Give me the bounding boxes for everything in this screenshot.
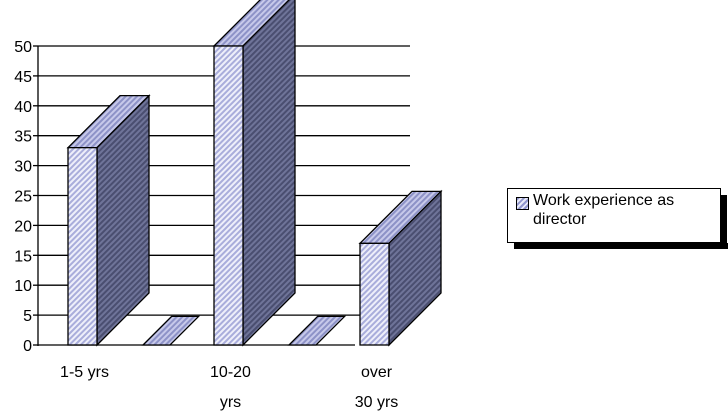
y-tick-label: 50: [14, 39, 32, 56]
y-tick-labels: 0 5 10 15 20 25 30 35 40 45 50: [14, 39, 32, 355]
x-tick-label: 10-20: [210, 364, 251, 381]
y-tick-label: 45: [14, 69, 32, 86]
y-tick-label: 0: [23, 338, 32, 355]
bars: [66, 0, 443, 347]
bar-side: [242, 0, 296, 347]
y-tick-label: 15: [14, 248, 32, 265]
bar-front: [213, 45, 244, 346]
x-tick-label: 1-5 yrs: [60, 364, 109, 381]
x-tick-label: over: [361, 364, 393, 381]
y-tick-label: 40: [14, 99, 32, 116]
bar-0: [66, 94, 151, 347]
y-tick-label: 30: [14, 159, 32, 176]
legend-shadow-side: [721, 195, 727, 249]
bar-front: [359, 242, 390, 346]
legend-swatch: [516, 197, 529, 210]
legend: Work experience as director: [507, 188, 728, 251]
bar-1: [141, 315, 201, 346]
bar-top-zero: [287, 315, 347, 346]
y-tick-label: 20: [14, 218, 32, 235]
legend-shadow: [514, 243, 728, 249]
legend-label: Work experience as director: [533, 192, 675, 228]
y-tick-label: 35: [14, 129, 32, 146]
bar-front: [67, 147, 98, 346]
y-tick-label: 10: [14, 278, 32, 295]
y-tick-label: 5: [23, 308, 32, 325]
x-tick-labels: 1-5 yrs 10-20 yrs over 30 yrs: [60, 364, 398, 411]
x-tick-label: 30 yrs: [355, 394, 399, 411]
bar-2: [212, 0, 296, 347]
y-tick-label: 25: [14, 189, 32, 206]
bar-4: [358, 189, 443, 347]
bar-3: [287, 315, 347, 346]
x-tick-label: yrs: [220, 394, 241, 411]
bar-top-zero: [141, 315, 201, 346]
legend-box: Work experience as director: [507, 188, 721, 243]
